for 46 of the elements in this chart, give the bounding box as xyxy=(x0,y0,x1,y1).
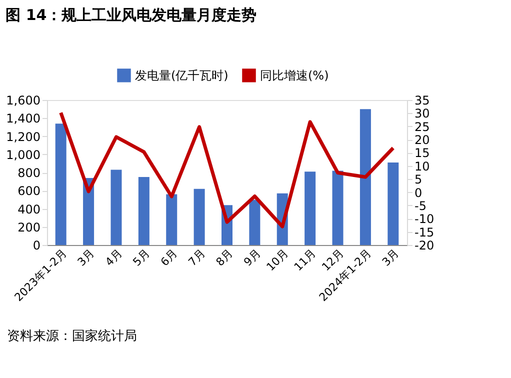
bar xyxy=(55,124,66,245)
y-tick-label: 400 xyxy=(18,202,40,216)
y2-tick-label: 35 xyxy=(414,94,430,108)
y-tick-label: 0 xyxy=(32,238,40,252)
bar xyxy=(194,188,205,245)
bar xyxy=(138,177,150,245)
y-tick-label: 1,600 xyxy=(6,94,40,108)
y2-tick-label: 10 xyxy=(414,159,430,174)
bar xyxy=(110,170,122,245)
y2-tick-label: -15 xyxy=(414,225,434,240)
x-tick-label: 6月 xyxy=(158,246,180,269)
x-tick-label: 3月 xyxy=(380,246,402,269)
legend-label: 发电量(亿千瓦时) xyxy=(135,68,228,82)
x-tick-label: 7月 xyxy=(186,246,208,269)
y-tick-label: 1,200 xyxy=(6,130,40,144)
y2-tick-label: -10 xyxy=(414,212,434,226)
y-tick-label: 800 xyxy=(18,166,40,180)
x-tick-label: 9月 xyxy=(241,246,264,269)
y-tick-label: 600 xyxy=(18,184,40,198)
x-tick-label: 4月 xyxy=(102,246,125,269)
x-tick-label: 10月 xyxy=(264,246,291,274)
legend-label: 同比增速(%) xyxy=(260,68,329,82)
chart-title: 图 14：规上工业风电发电量月度走势 xyxy=(6,6,257,24)
y2-tick-label: 25 xyxy=(414,120,430,134)
y-tick-label: 1,000 xyxy=(6,148,40,162)
y2-tick-label: 5 xyxy=(414,172,422,187)
bar xyxy=(304,172,316,245)
x-tick-label: 11月 xyxy=(292,246,319,274)
y2-tick-label: 0 xyxy=(414,186,422,200)
x-tick-label: 5月 xyxy=(130,246,152,269)
y-tick-label: 200 xyxy=(18,220,40,234)
y2-tick-label: -20 xyxy=(414,238,434,252)
bar xyxy=(332,170,344,245)
bar xyxy=(388,162,399,245)
y2-tick-label: 15 xyxy=(414,146,430,160)
x-tick-label: 8月 xyxy=(214,246,236,269)
bar xyxy=(166,194,178,245)
line-series xyxy=(59,110,395,228)
x-tick-label: 3月 xyxy=(75,246,98,269)
text: 资料来源：国家统计局 xyxy=(7,328,137,344)
y2-tick-label: -5 xyxy=(414,198,426,213)
bar xyxy=(249,200,260,245)
bar xyxy=(360,109,371,245)
y2-tick-label: 30 xyxy=(414,106,430,121)
y-tick-label: 1,400 xyxy=(6,112,40,126)
y2-tick-label: 20 xyxy=(414,133,430,148)
